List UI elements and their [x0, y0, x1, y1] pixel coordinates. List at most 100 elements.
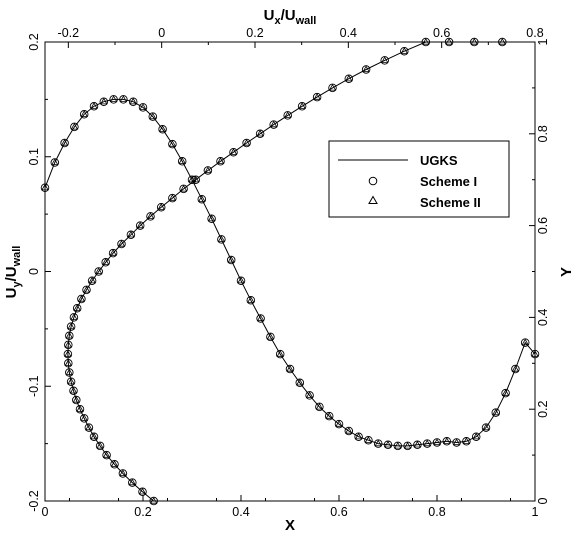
top-x-tick-label: 0.2 — [246, 26, 263, 40]
scheme-ii-marker — [51, 158, 59, 166]
x-tick-label: 0.6 — [330, 505, 347, 519]
scheme-ii-marker — [109, 95, 118, 102]
scheme-ii-marker — [472, 432, 480, 440]
scheme-ii-marker — [315, 402, 324, 410]
scheme-ii-marker — [345, 74, 353, 82]
scheme-ii-marker — [60, 138, 69, 146]
scheme-ii-marker — [204, 166, 212, 174]
scheme-ii-marker — [88, 276, 96, 284]
scheme-ii-marker — [266, 332, 275, 340]
scheme-ii-marker — [119, 95, 128, 102]
left-y-tick-label: 0 — [27, 268, 41, 275]
scheme-ii-marker — [237, 276, 245, 284]
top-x-tick-label: 0 — [158, 26, 165, 40]
scheme-ii-marker — [102, 451, 111, 458]
scheme-ii-marker — [168, 194, 177, 201]
scheme-ii-marker — [64, 350, 72, 357]
curves — [44, 41, 536, 502]
x-tick-label: 0.4 — [232, 505, 249, 519]
left-y-tick-label: -0.2 — [27, 490, 41, 512]
scheme-ii-marker — [384, 440, 392, 448]
scheme-ii-marker — [77, 294, 86, 302]
scheme-ii-marker — [270, 120, 278, 128]
legend-swatch-triangle — [368, 195, 378, 204]
scheme-ii-marker — [146, 212, 155, 220]
scheme-ii-marker — [229, 148, 238, 155]
scheme-ii-marker — [96, 441, 104, 449]
scheme-ii-marker — [247, 296, 255, 303]
scheme-ii-marker — [298, 102, 306, 109]
scheme-ii-marker — [157, 203, 165, 210]
scheme-ii-marker — [400, 47, 408, 54]
right-y-tick-label: 0.6 — [536, 217, 550, 234]
top-axis-title-sub2: wall — [295, 15, 317, 27]
ugks-curve-1 — [44, 98, 536, 447]
top-axis-title-mid: /U — [281, 7, 296, 24]
scheme-ii-marker — [119, 469, 127, 477]
scheme-ii-marker — [129, 97, 137, 105]
scheme-ii-marker — [138, 487, 147, 495]
scheme-ii-marker — [90, 432, 98, 440]
scheme-ii-marker — [403, 441, 412, 449]
top-x-tick-label: 0.4 — [340, 26, 357, 40]
top-axis-title-main: U — [264, 7, 275, 24]
scheme-ii-marker — [492, 408, 500, 416]
scheme-ii-marker — [67, 377, 75, 385]
scheme-ii-marker — [136, 221, 144, 229]
legend-label-ugks: UGKS — [420, 153, 458, 168]
scheme-ii-marker — [498, 37, 506, 45]
scheme-ii-marker — [335, 420, 343, 427]
scheme-ii-marker — [511, 364, 520, 372]
scheme-ii-marker — [149, 112, 157, 120]
scheme-ii-marker — [95, 267, 103, 275]
scheme-ii-marker — [296, 378, 304, 386]
scheme-ii-marker — [150, 496, 158, 504]
scheme-ii-marker — [69, 386, 78, 394]
scheme-ii-marker — [413, 440, 422, 448]
top-axis-title-sub1: x — [274, 15, 281, 27]
scheme-ii-marker — [284, 111, 292, 118]
scheme-ii-marker — [470, 37, 478, 45]
left-axis-title: Uy/Uwall — [3, 246, 23, 299]
x-tick-label: 0.2 — [134, 505, 151, 519]
scheme-ii-marker — [65, 368, 73, 376]
scheme-ii-marker — [256, 129, 264, 137]
scheme-ii-marker — [127, 230, 135, 238]
scheme-ii-marker — [452, 438, 461, 446]
right-y-tick-label: 0.8 — [536, 125, 550, 142]
right-y-tick-label: 0 — [536, 497, 550, 504]
scheme-ii-marker — [286, 364, 294, 372]
scheme-ii-marker — [433, 438, 441, 446]
scheme-ii-marker — [394, 441, 402, 449]
top-axis-title: Ux/Uwall — [264, 7, 317, 27]
top-x-tick-label: 0.6 — [433, 26, 450, 40]
scheme-ii-marker — [73, 304, 81, 311]
scheme-ii-marker — [168, 140, 177, 147]
scheme-ii-marker — [179, 184, 188, 192]
left-y-tick-label: -0.1 — [27, 375, 41, 397]
scheme-ii-marker — [85, 423, 93, 431]
left-axis-title-main: U — [3, 288, 20, 299]
right-axis-title: Y — [558, 267, 575, 277]
scheme-ii-marker — [90, 102, 98, 109]
scheme-ii-marker — [381, 56, 389, 63]
x-tick-label: 0.8 — [428, 505, 445, 519]
left-axis-title-sub2: wall — [11, 246, 23, 268]
scheme-ii-marker — [117, 239, 126, 247]
legend: UGKS Scheme I Scheme II — [328, 140, 510, 218]
scheme-ii-marker — [80, 414, 88, 422]
scheme-ii-marker — [178, 157, 186, 164]
legend-swatch-circle — [368, 176, 378, 186]
scheme-ii-marker — [102, 258, 110, 265]
left-axis-title-mid: /U — [3, 266, 20, 281]
scheme-ii-marker — [64, 359, 72, 366]
scheme-ii-marker — [158, 125, 167, 132]
scheme-ii-marker — [501, 389, 510, 396]
scheme-ii-marker — [110, 460, 119, 467]
legend-label-scheme-i: Scheme I — [420, 174, 477, 189]
markers — [40, 37, 540, 506]
scheme-ii-marker — [328, 83, 337, 91]
scheme-ii-marker — [216, 157, 225, 164]
scheme-ii-marker — [198, 195, 206, 202]
